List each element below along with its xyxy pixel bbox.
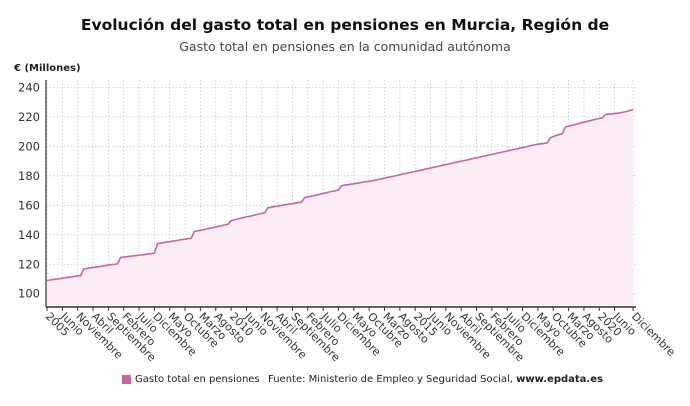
y-tick-label: 180 xyxy=(18,169,40,183)
chart-title: Evolución del gasto total en pensiones e… xyxy=(80,16,610,34)
source-site: www.epdata.es xyxy=(516,374,603,385)
source-text: Fuente: Ministerio de Empleo y Seguridad… xyxy=(268,374,513,385)
legend: Gasto total en pensiones xyxy=(122,374,260,385)
y-tick-label: 120 xyxy=(18,257,40,271)
y-tick-label: 200 xyxy=(18,139,40,153)
series-line xyxy=(46,108,634,282)
legend-label: Gasto total en pensiones xyxy=(135,374,260,385)
series-area xyxy=(47,109,633,307)
y-tick-label: 100 xyxy=(18,287,40,301)
x-tick-label: Diciembre xyxy=(629,310,678,359)
source-note: Fuente: Ministerio de Empleo y Seguridad… xyxy=(268,374,603,385)
y-axis-label: € (Millones) xyxy=(14,63,81,74)
legend-swatch xyxy=(122,375,131,384)
chart-subtitle: Gasto total en pensiones en la comunidad… xyxy=(179,39,511,54)
y-tick-label: 140 xyxy=(18,228,40,242)
y-tick-label: 160 xyxy=(18,198,40,212)
y-tick-label: 220 xyxy=(18,110,40,124)
y-tick-label: 240 xyxy=(18,80,40,94)
